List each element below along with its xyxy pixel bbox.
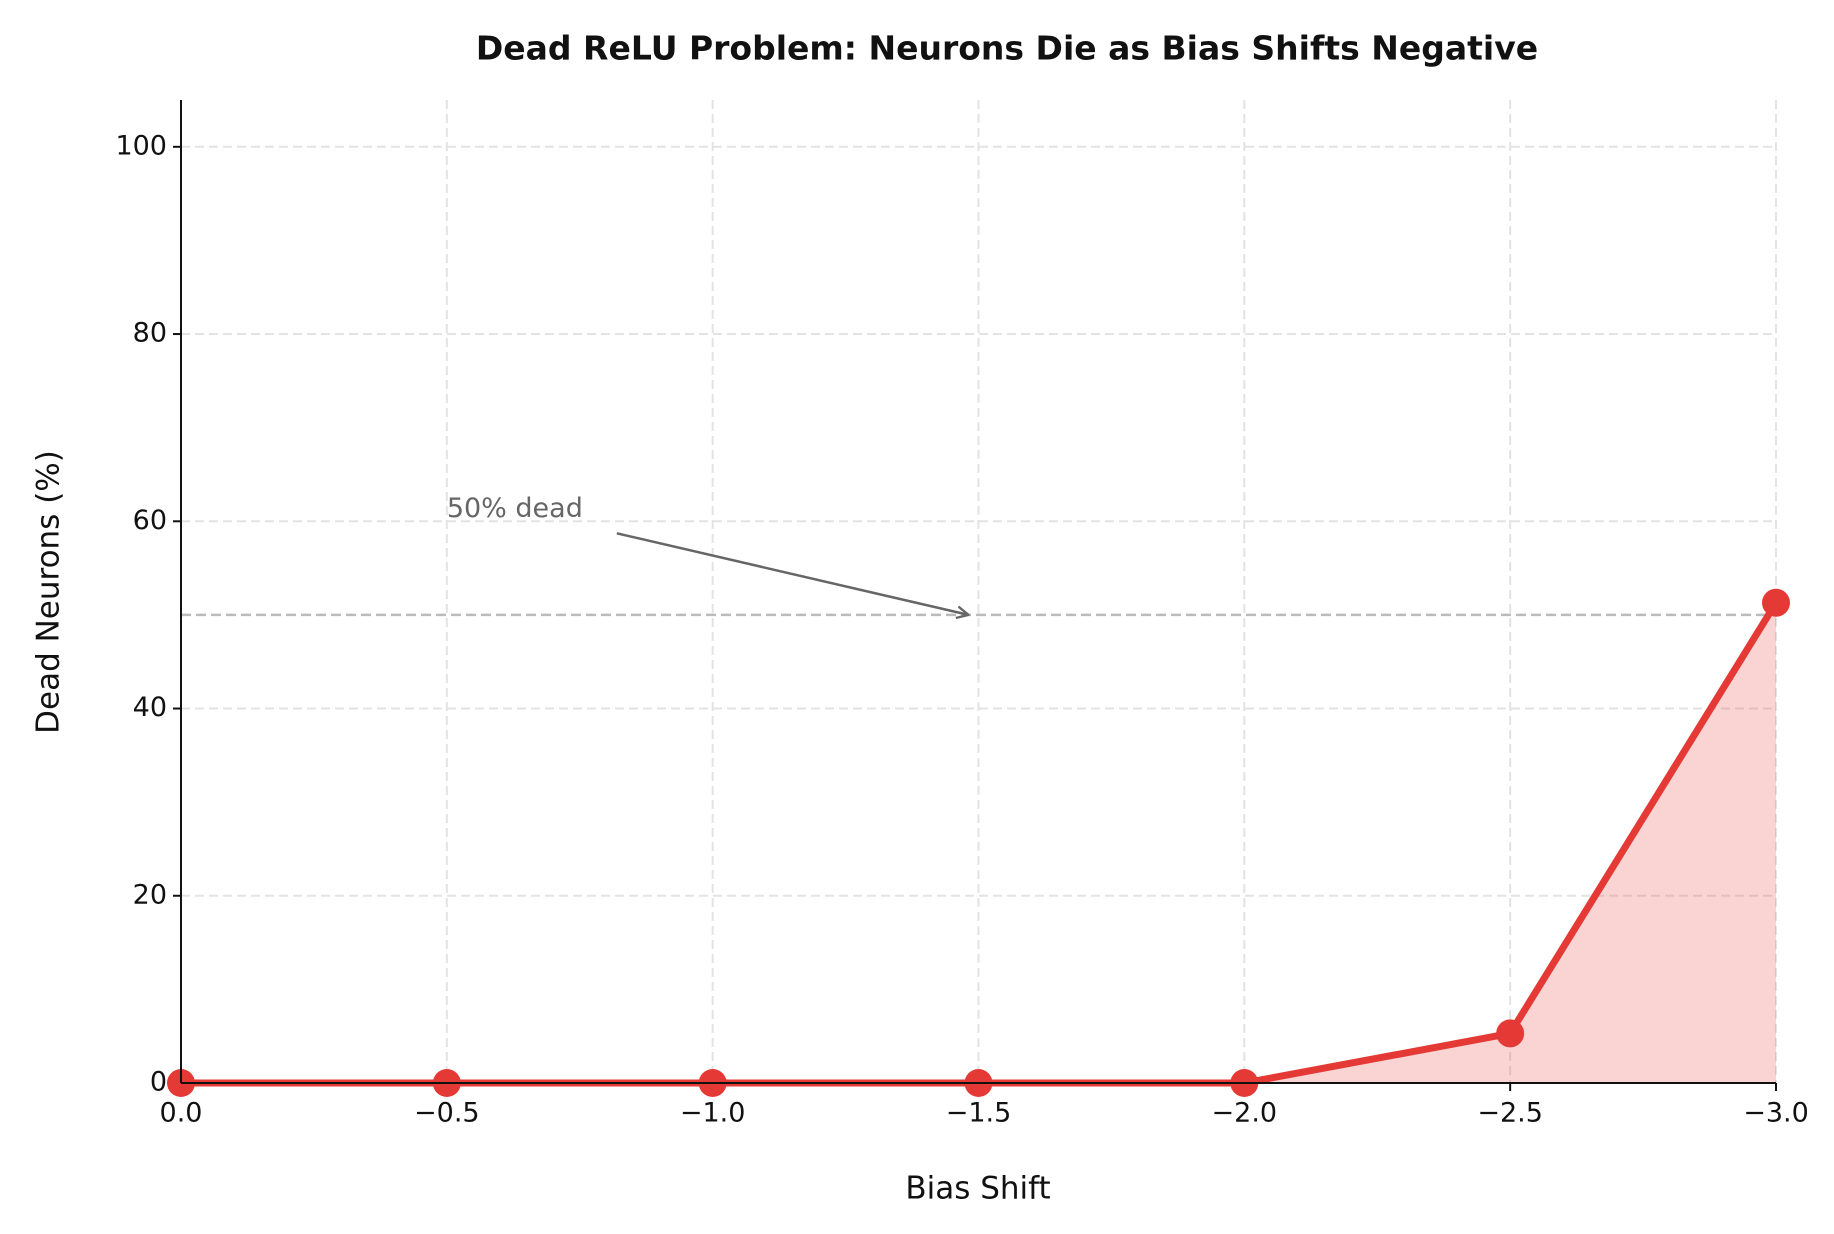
y-axis-label: Dead Neurons (%) bbox=[31, 450, 67, 734]
x-tick-label: −2.0 bbox=[1212, 1098, 1278, 1129]
x-tick-label: −1.5 bbox=[946, 1098, 1012, 1129]
x-axis-label: Bias Shift bbox=[905, 1171, 1050, 1207]
y-tick-label: 100 bbox=[115, 130, 167, 161]
x-tick-label: −2.5 bbox=[1477, 1098, 1543, 1129]
annotation: 50% dead bbox=[447, 493, 583, 524]
y-tick-label: 60 bbox=[133, 505, 167, 536]
y-tick-label: 80 bbox=[133, 318, 167, 349]
annotation-arrow bbox=[616, 532, 969, 615]
x-tick-label: −3.0 bbox=[1743, 1098, 1809, 1129]
marker bbox=[1496, 1019, 1525, 1048]
x-tick-label: −1.0 bbox=[680, 1098, 746, 1129]
chart-title: Dead ReLU Problem: Neurons Die as Bias S… bbox=[476, 29, 1538, 68]
marker bbox=[1762, 588, 1790, 617]
x-tick-label: 0.0 bbox=[160, 1098, 203, 1129]
y-tick-label: 40 bbox=[133, 692, 167, 723]
y-tick-label: 20 bbox=[133, 879, 167, 910]
area bbox=[181, 602, 1776, 1083]
y-tick-label: 0 bbox=[150, 1067, 167, 1098]
x-tick-label: −0.5 bbox=[414, 1098, 480, 1129]
